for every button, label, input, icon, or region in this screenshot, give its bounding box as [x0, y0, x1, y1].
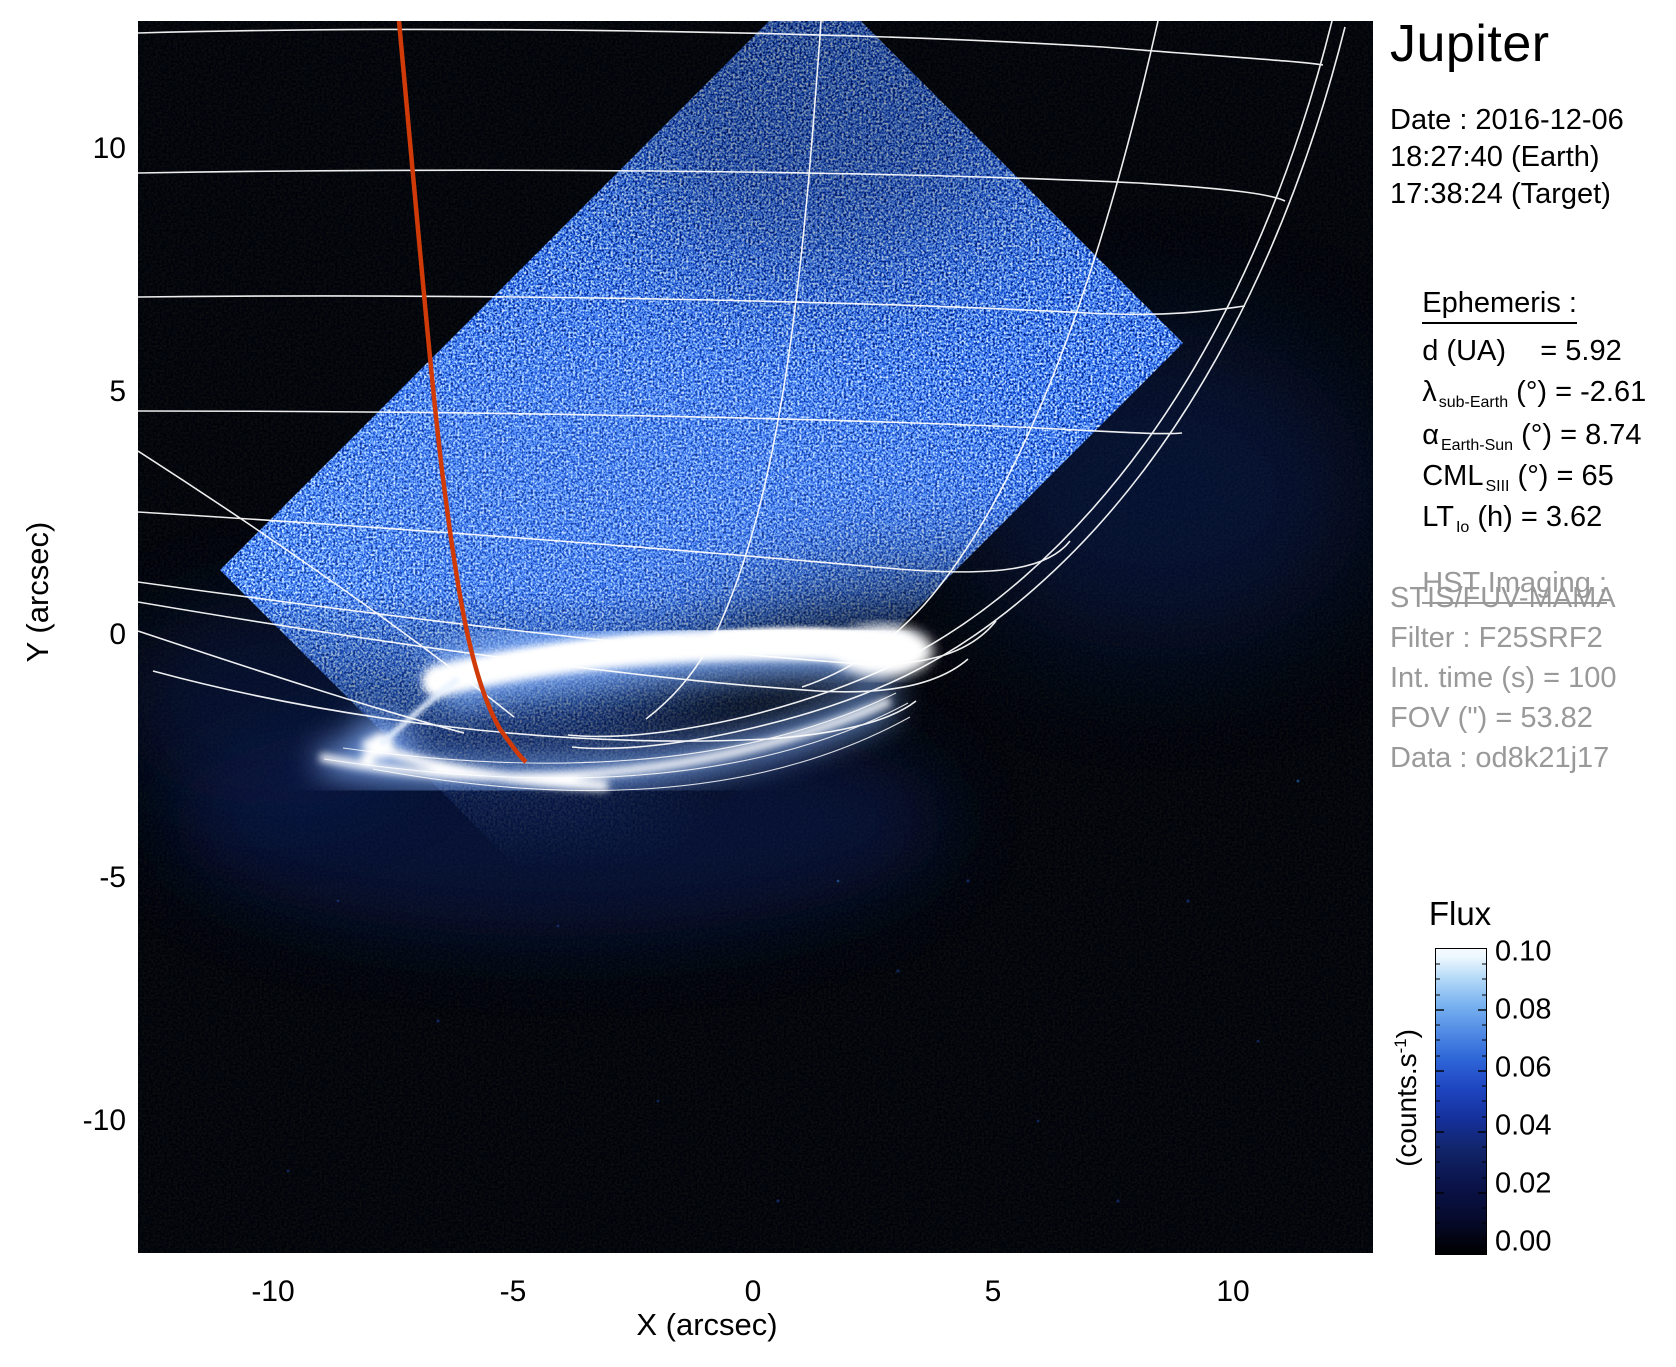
- colorbar-ticks: [1436, 963, 1486, 1240]
- colorbar-tick-label: 0.08: [1495, 993, 1552, 1026]
- y-tick-label: 0: [109, 618, 126, 651]
- latitude-line: [138, 581, 997, 665]
- x-axis-label: X (arcsec): [636, 1307, 778, 1342]
- y-tick-label: 10: [92, 132, 126, 165]
- ephemeris-heading: Ephemeris :: [1390, 254, 1577, 357]
- meridian-line: [645, 21, 822, 720]
- ephemeris-row-lt-io: LT Io (h) = 3.62: [1422, 501, 1603, 536]
- polar-grid-arc: [372, 716, 911, 792]
- ephemeris-row-lambda: λ sub-Earth (°) = -2.61: [1422, 376, 1647, 411]
- latitude-line: [138, 410, 1183, 435]
- target-time-line: 17:38:24 (Target): [1390, 178, 1611, 210]
- limb-arc: [567, 21, 1333, 738]
- limb-arc: [571, 26, 1346, 750]
- sky-image-plot: [138, 21, 1373, 1253]
- hst-imaging-heading: HST Imaging :: [1390, 534, 1608, 637]
- latitude-line: [138, 169, 1286, 202]
- x-tick-label: 5: [984, 1275, 1002, 1308]
- red-meridian-curve: [396, 21, 528, 764]
- page-title: Jupiter: [1390, 15, 1550, 73]
- polar-grid-arc: [342, 692, 897, 764]
- latitude-line: [138, 511, 1071, 573]
- latitude-line: [138, 295, 1246, 316]
- faint-sky-dots: [286, 779, 1300, 1203]
- x-tick-label: -10: [251, 1275, 295, 1308]
- ephemeris-row-cml: CML SIII (°) = 65: [1422, 460, 1614, 495]
- hst-fov-line: FOV (") = 53.82: [1390, 702, 1593, 734]
- hst-instrument-line: STIS/FUV-MAMA: [1390, 582, 1616, 614]
- hst-int-time-line: Int. time (s) = 100: [1390, 662, 1617, 694]
- date-line: Date : 2016-12-06: [1390, 104, 1624, 136]
- colorbar-tick-label: 0.04: [1495, 1109, 1552, 1142]
- x-tick-label: -5: [499, 1275, 527, 1308]
- y-tick-label: 5: [109, 375, 126, 408]
- latitude-line: [138, 28, 1324, 66]
- y-tick-label: -5: [99, 861, 126, 894]
- meridian-line: [801, 21, 1159, 688]
- polar-grid-arc: [323, 702, 909, 779]
- latitude-line: [152, 670, 917, 742]
- colorbar-title: Flux: [1428, 895, 1492, 932]
- x-tick-label: 10: [1216, 1275, 1250, 1308]
- hst-filter-line: Filter : F25SRF2: [1390, 622, 1603, 654]
- y-tick-label: -10: [82, 1104, 126, 1137]
- meridian-line: [138, 630, 465, 734]
- x-tick-label: 0: [744, 1275, 762, 1308]
- ephemeris-row-distance: d (UA) = 5.92: [1422, 335, 1622, 367]
- colorbar: [1435, 948, 1487, 1255]
- planet-grid-overlay: [138, 21, 1346, 792]
- colorbar-tick-label: 0.00: [1495, 1225, 1552, 1258]
- earth-time-line: 18:27:40 (Earth): [1390, 141, 1600, 173]
- hst-data-id-line: Data : od8k21j17: [1390, 742, 1610, 774]
- colorbar-tick-label: 0.06: [1495, 1051, 1552, 1084]
- meridian-line: [138, 450, 515, 718]
- ephemeris-row-alpha: α Earth-Sun (°) = 8.74: [1422, 419, 1642, 454]
- colorbar-tick-label: 0.02: [1495, 1167, 1552, 1200]
- colorbar-tick-label: 0.10: [1495, 935, 1552, 968]
- colorbar-unit-label: (counts.s-1): [1390, 1029, 1423, 1167]
- y-axis-label: Y (arcsec): [20, 521, 55, 663]
